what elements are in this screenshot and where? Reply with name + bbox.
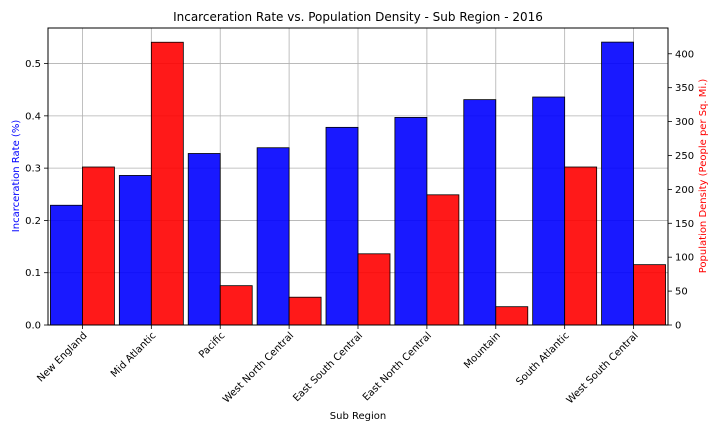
bar-population-density bbox=[426, 194, 460, 326]
bar-incarceration-rate bbox=[187, 153, 221, 326]
x-tick-label: West South Central bbox=[565, 330, 641, 406]
y-right-tick-label: 150 bbox=[675, 219, 694, 230]
x-tick-label: Pacific bbox=[197, 330, 227, 360]
y-left-tick-label: 0.5 bbox=[25, 59, 41, 70]
y-left-tick-label: 0.1 bbox=[25, 268, 41, 279]
y-right-tick-label: 100 bbox=[675, 253, 694, 264]
bar-population-density bbox=[495, 306, 529, 326]
y-left-tick-label: 0.0 bbox=[25, 321, 41, 332]
bar-incarceration-rate bbox=[394, 117, 428, 326]
x-axis-label: Sub Region bbox=[330, 411, 386, 422]
bar-population-density bbox=[357, 253, 391, 326]
y-right-axis-label: Population Density (People per Sq. Mi.) bbox=[698, 79, 709, 274]
y-right-tick-label: 400 bbox=[675, 49, 694, 60]
y-right-tick-label: 0 bbox=[675, 321, 681, 332]
bars bbox=[50, 41, 666, 326]
bar-incarceration-rate bbox=[601, 41, 634, 326]
y-left-axis-label: Incarceration Rate (%) bbox=[11, 120, 22, 233]
bar-population-density bbox=[150, 41, 184, 326]
y-right-tick-label: 350 bbox=[675, 83, 694, 94]
bar-population-density bbox=[633, 264, 666, 326]
y-right-tick-label: 200 bbox=[675, 185, 694, 196]
x-tick-label: East South Central bbox=[291, 330, 365, 404]
bar-population-density bbox=[82, 166, 115, 326]
bar-incarceration-rate bbox=[256, 147, 290, 326]
bar-incarceration-rate bbox=[325, 126, 359, 326]
bar-incarceration-rate bbox=[463, 99, 497, 326]
chart-title: Incarceration Rate vs. Population Densit… bbox=[173, 10, 543, 24]
y-left-tick-label: 0.4 bbox=[25, 111, 41, 122]
y-right-tick-label: 250 bbox=[675, 151, 694, 162]
bar-population-density bbox=[564, 166, 598, 326]
y-left-tick-label: 0.2 bbox=[25, 216, 41, 227]
bar-incarceration-rate bbox=[118, 175, 152, 326]
y-left-tick-label: 0.3 bbox=[25, 164, 41, 175]
x-tick-label: South Atlantic bbox=[514, 330, 571, 387]
bar-population-density bbox=[219, 285, 253, 326]
x-tick-label: East North Central bbox=[361, 330, 434, 403]
x-tick-label: Mountain bbox=[462, 330, 503, 371]
bar-incarceration-rate bbox=[50, 204, 83, 326]
x-tick-label: West North Central bbox=[221, 330, 296, 405]
bar-population-density bbox=[288, 296, 322, 326]
bar-incarceration-rate bbox=[532, 96, 566, 326]
x-tick-label: New England bbox=[35, 330, 89, 384]
x-tick-label: Mid Atlantic bbox=[109, 330, 158, 379]
y-right-tick-label: 50 bbox=[675, 287, 688, 298]
y-right-tick-label: 300 bbox=[675, 117, 694, 128]
